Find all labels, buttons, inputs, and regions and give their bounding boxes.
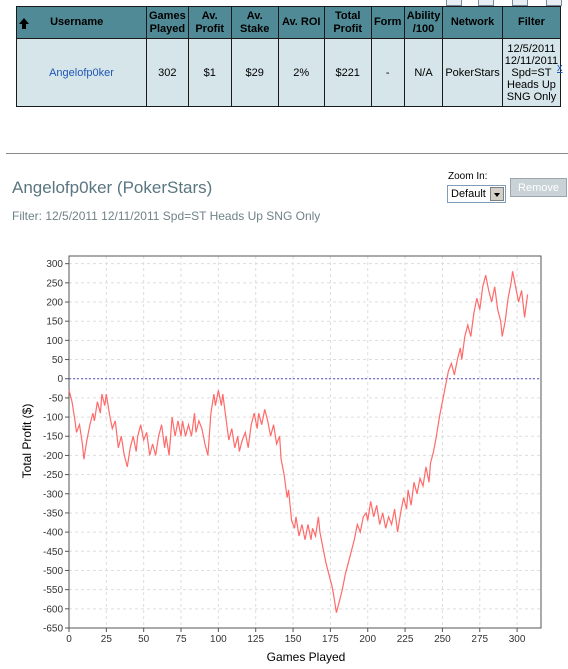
column-header-network[interactable]: Network [442,6,503,39]
x-tick-label: 0 [66,634,72,645]
x-tick-label: 200 [359,634,376,645]
table-header-row: Username Games Played Av. Profit Av. Sta… [16,6,562,39]
username-link[interactable]: Angelofp0ker [49,66,114,79]
x-tick-label: 125 [247,634,264,645]
y-tick-label: -450 [43,547,63,558]
y-tick-label: 0 [57,374,63,385]
y-tick-label: 300 [46,259,63,270]
y-tick-label: -100 [43,413,63,424]
x-tick-label: 100 [210,634,227,645]
x-tick-label: 250 [434,634,451,645]
y-tick-label: -250 [43,470,63,481]
y-tick-label: -400 [43,528,63,539]
y-tick-label: -550 [43,585,63,596]
y-tick-label: 100 [46,336,63,347]
y-tick-label: -300 [43,489,63,500]
cell-network: PokerStars [442,38,503,107]
chevron-down-icon[interactable] [490,187,504,201]
column-header-username[interactable]: Username [16,6,147,39]
column-header-total-profit[interactable]: Total Profit [323,6,372,39]
y-tick-label: 250 [46,278,63,289]
y-tick-label: -500 [43,566,63,577]
x-tick-label: 175 [322,634,339,645]
column-header-av-roi[interactable]: Av. ROI [277,6,325,39]
x-axis-label: Games Played [267,650,346,664]
cell-username: Angelofp0ker [16,38,147,107]
plot-area [68,255,542,629]
zoom-label: Zoom In: [448,171,488,182]
y-tick-label: -200 [43,451,63,462]
cell-total-profit: $221 [323,38,372,107]
y-tick-label: -50 [49,393,64,404]
x-tick-label: 300 [509,634,526,645]
player-stats-table: Username Games Played Av. Profit Av. Sta… [16,6,562,107]
remove-row-link[interactable]: x [557,62,563,74]
x-axis-ticks: 0 25 50 75 100 125 150 175 200 225 250 275 300 [66,628,526,645]
table-row: Angelofp0ker 302 $1 $29 2% $221 - N/A Po… [16,38,562,107]
zoom-selected-value: Default [451,188,486,200]
toolbar-icon-1[interactable] [446,0,462,6]
zoom-select[interactable]: Default [447,185,506,203]
player-title: Angelofp0ker (PokerStars) [12,178,213,197]
column-header-av-stake[interactable]: Av. Stake [230,6,279,39]
sort-up-arrow-icon[interactable] [19,18,29,30]
cell-av-profit: $1 [187,38,232,107]
x-tick-label: 75 [175,634,187,645]
y-tick-label: -350 [43,508,63,519]
y-tick-label: 150 [46,317,63,328]
x-tick-label: 150 [285,634,302,645]
chart-grid [68,256,541,629]
x-tick-label: 275 [471,634,488,645]
x-tick-label: 25 [101,634,113,645]
x-tick-label: 225 [397,634,414,645]
series-line-total-profit [68,271,529,613]
toolbar-icon-strip [440,0,568,6]
y-tick-label: -650 [43,624,63,635]
section-divider [6,153,568,154]
cell-games-played: 302 [146,38,189,107]
cell-form: - [370,38,405,107]
column-header-games-played[interactable]: Games Played [146,6,189,39]
y-axis-ticks: 300 250 200 150 100 50 0 -50 -100 -150 -200 -250 -30… [43,259,69,635]
remove-button[interactable]: Remove [510,178,567,197]
toolbar-icon-2[interactable] [478,0,494,6]
column-header-filter[interactable]: Filter [501,6,562,39]
filter-description: Filter: 12/5/2011 12/11/2011 Spd=ST Head… [12,209,321,223]
y-tick-label: -150 [43,432,63,443]
y-tick-label: -600 [43,604,63,615]
x-tick-label: 50 [138,634,150,645]
cell-filter: 12/5/2011 12/11/2011 Spd=ST Heads Up SNG… [501,38,562,107]
toolbar-icon-4[interactable] [546,0,562,6]
y-tick-label: 200 [46,298,63,309]
toolbar-icon-3[interactable] [512,0,528,6]
column-header-form[interactable]: Form [370,6,405,39]
y-axis-label: Total Profit ($) [20,404,34,479]
y-tick-label: 50 [52,355,64,366]
cell-av-roi: 2% [277,38,325,107]
column-header-ability[interactable]: Ability /100 [403,6,444,39]
cell-av-stake: $29 [230,38,279,107]
